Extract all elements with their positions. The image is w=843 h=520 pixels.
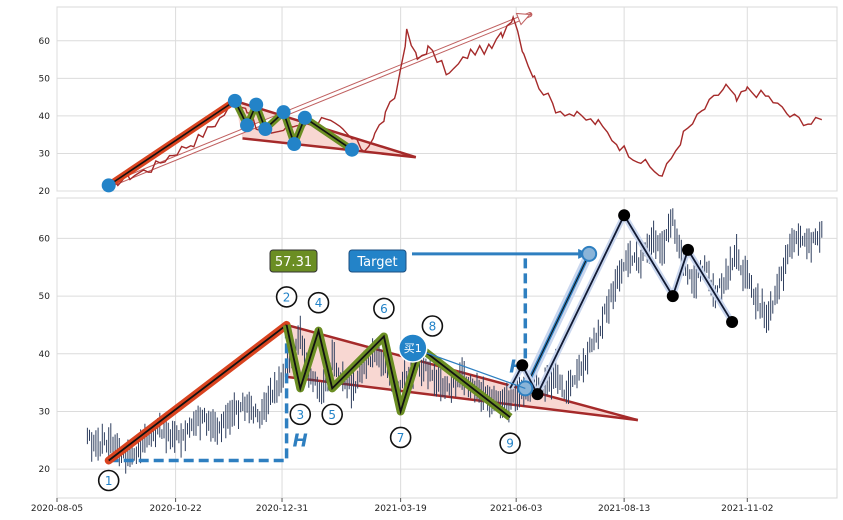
buy-connector xyxy=(412,347,526,389)
pivot-label-circle xyxy=(321,403,344,426)
pivot-label-text: 8 xyxy=(429,320,437,334)
top-pivot-marker xyxy=(227,93,242,108)
buy-marker xyxy=(398,333,428,363)
top-triangle-lower-line xyxy=(242,137,416,159)
x-tick-label: 2021-08-13 xyxy=(598,504,650,514)
x-tick-label: 2021-03-19 xyxy=(374,504,427,514)
pivot-label-text: 7 xyxy=(397,431,405,445)
top-pivot-marker xyxy=(276,105,291,120)
top-y-tick-label: 40 xyxy=(39,112,51,122)
post-pivot-marker xyxy=(726,316,739,329)
pivot-label-text: 3 xyxy=(296,408,304,422)
top-projection-arrowhead xyxy=(515,12,531,26)
top-plot-area xyxy=(56,6,838,192)
pivot-label-circle xyxy=(275,286,298,308)
top-pivot-marker xyxy=(258,122,273,137)
post-pivot-marker xyxy=(666,290,679,303)
pivot-label-circle xyxy=(499,432,521,455)
pivot-label-circle xyxy=(373,297,395,320)
x-tick-label: 2021-11-02 xyxy=(721,504,773,514)
target-marker xyxy=(581,245,598,262)
buy-label: 买1 xyxy=(404,342,422,355)
post-pivot-marker xyxy=(618,209,631,222)
top-y-tick-label: 60 xyxy=(39,37,51,47)
target-label-text: Target xyxy=(356,255,397,270)
pivot-label-circle xyxy=(421,315,444,337)
top-trend-line-core xyxy=(108,100,236,187)
top-pivot-marker xyxy=(297,110,312,125)
bottom-y-tick-label: 30 xyxy=(39,407,51,417)
post-pivot-marker xyxy=(681,243,694,256)
top-projection-arrow-inner xyxy=(108,13,531,187)
pivot-label-text: 5 xyxy=(328,408,336,422)
bottom-panel: 2020-08-05 2020-10-22 2020-12-31 2021-03-19… xyxy=(31,197,838,514)
pivot-label-circle xyxy=(97,469,120,492)
pivot-label-text: 4 xyxy=(315,296,323,310)
bottom-y-tick-label: 20 xyxy=(39,465,51,475)
bottom-y-tick-label: 60 xyxy=(39,234,51,244)
pivot-label-text: 2 xyxy=(283,290,291,304)
top-pivot-marker xyxy=(344,142,359,157)
pivot-label-circle xyxy=(307,291,330,314)
x-tick-label: 2020-12-31 xyxy=(256,504,308,514)
top-pivot-marker xyxy=(101,178,116,193)
pivot-label-circle xyxy=(389,426,412,449)
target-value-text: 57.31 xyxy=(275,255,312,270)
x-tick-label: 2021-06-03 xyxy=(490,504,542,514)
pivot-label-text: 1 xyxy=(105,474,113,488)
top-panel: 20 30 40 50 60 xyxy=(39,6,838,197)
top-pivot-marker xyxy=(287,137,302,152)
pivot-label-circle xyxy=(289,403,312,426)
target-label-box xyxy=(348,249,407,273)
bottom-plot-area xyxy=(56,197,838,499)
top-y-tick-label: 20 xyxy=(39,187,51,197)
top-y-tick-label: 30 xyxy=(39,149,51,159)
top-pivot-marker xyxy=(249,97,264,112)
target-projection-core xyxy=(524,253,590,389)
top-pivot-marker xyxy=(240,118,255,133)
target-value-box xyxy=(269,249,318,273)
bottom-trend-line-core xyxy=(108,324,288,462)
pivot-label-text: 6 xyxy=(380,302,388,316)
x-tick-label: 2020-08-05 xyxy=(31,504,83,514)
post-pivot-marker xyxy=(531,388,544,401)
top-y-tick-label: 50 xyxy=(39,74,51,84)
bottom-y-tick-label: 50 xyxy=(39,292,51,302)
post-pivot-marker xyxy=(516,359,529,372)
height-label-left: H xyxy=(293,431,308,452)
pivot-label-text: 9 xyxy=(506,437,514,451)
x-tick-label: 2020-10-22 xyxy=(149,504,201,514)
bottom-y-tick-label: 40 xyxy=(39,350,51,360)
